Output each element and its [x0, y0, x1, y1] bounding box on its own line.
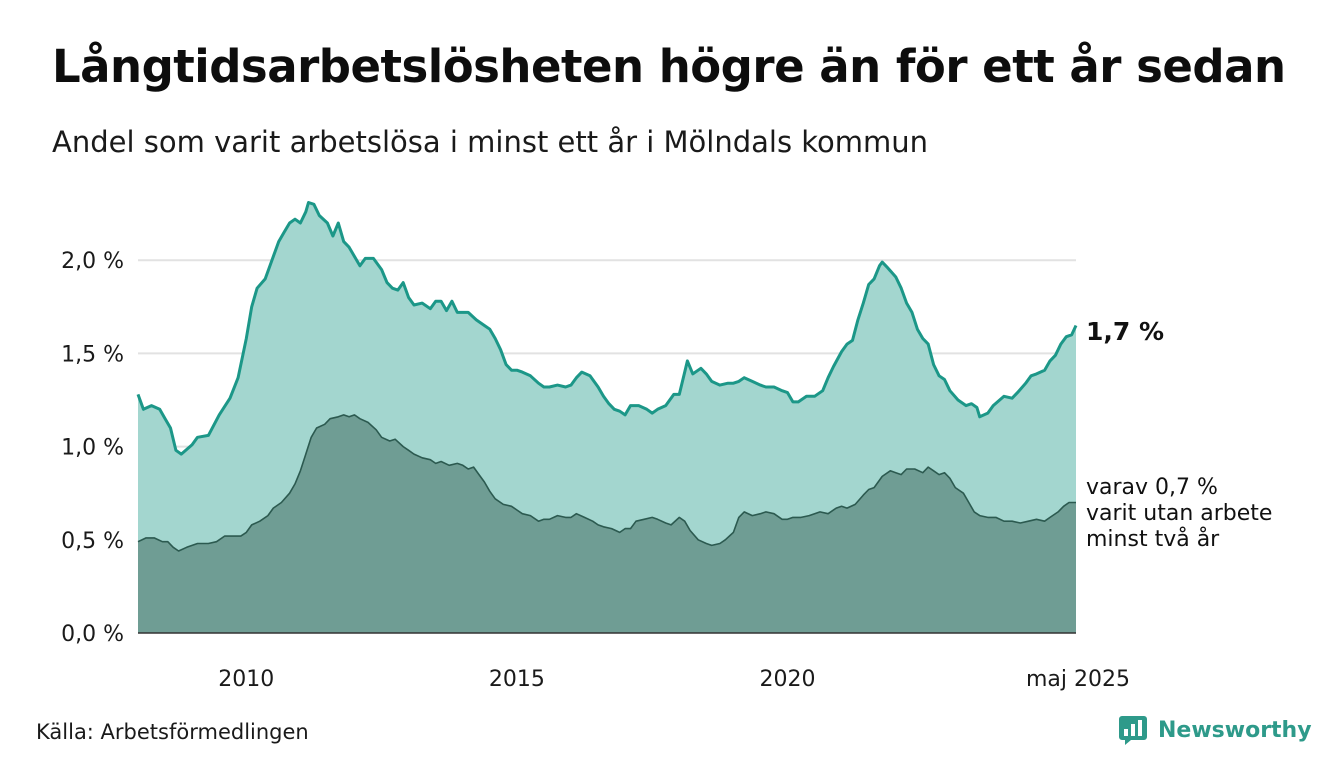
x-axis-ticks: 2010 2015 2020 maj 2025 [218, 667, 1130, 692]
long-last-value-label: varav 0,7 % varit utan arbete minst två … [1086, 475, 1272, 552]
long-label-line-1: varav 0,7 % [1086, 475, 1218, 500]
y-tick-label: 1,5 % [61, 342, 124, 367]
total-last-value-label: 1,7 % [1086, 317, 1164, 346]
x-tick-label: 2020 [760, 667, 816, 692]
y-tick-label: 1,0 % [61, 436, 124, 461]
long-label-line-2: varit utan arbete [1086, 501, 1272, 526]
x-tick-label: 2015 [489, 667, 545, 692]
bar-chart-speech-bubble-icon [1119, 716, 1147, 745]
y-tick-label: 0,0 % [61, 622, 124, 647]
source-note: Källa: Arbetsförmedlingen [36, 720, 309, 744]
y-axis-ticks: 0,0 % 0,5 % 1,0 % 1,5 % 2,0 % [61, 249, 124, 647]
long-term-unemployment-line [137, 414, 1076, 552]
chart-subtitle: Andel som varit arbetslösa i minst ett å… [52, 125, 929, 159]
long-term-unemployment-area [138, 414, 1076, 633]
total-unemployment-line [136, 201, 1078, 456]
chart-title: Långtidsarbetslösheten högre än för ett … [52, 40, 1286, 93]
long-label-line-3: minst två år [1086, 526, 1220, 552]
x-tick-label: 2010 [218, 667, 274, 692]
y-tick-label: 2,0 % [61, 249, 124, 274]
y-tick-label: 0,5 % [61, 529, 124, 554]
x-tick-label: maj 2025 [1026, 667, 1130, 692]
brand-name: Newsworthy [1158, 717, 1312, 743]
newsworthy-logo: Newsworthy [1118, 714, 1312, 746]
